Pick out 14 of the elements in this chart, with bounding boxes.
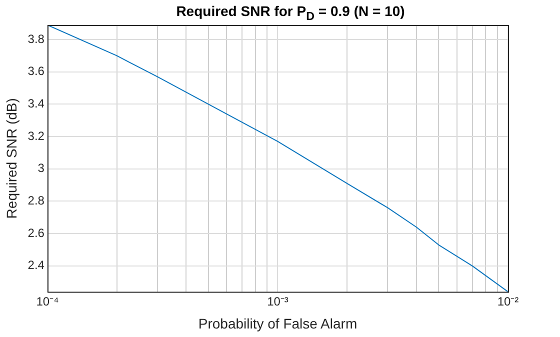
y-axis-title: Required SNR (dB) (3, 98, 20, 219)
x-tick-label: 10⁻² (497, 294, 519, 308)
y-tick-label: 3.8 (28, 32, 45, 46)
x-tick-label: 10⁻³ (267, 294, 288, 308)
x-tick-label: 10⁻⁴ (36, 294, 59, 308)
x-axis-title: Probability of False Alarm (198, 315, 358, 332)
y-tick-label: 3.6 (28, 64, 45, 78)
y-tick-label: 3.2 (28, 128, 45, 143)
y-tick-label: 3 (38, 161, 45, 176)
y-tick-label: 2.8 (28, 194, 45, 208)
y-tick-label: 2.6 (28, 226, 45, 240)
y-tick-label: 3.4 (28, 96, 45, 111)
chart-title: Required SNR for P$_{D}$ = 0.9 (N = 10) (175, 3, 406, 23)
y-tick-label: 2.4 (28, 258, 45, 272)
